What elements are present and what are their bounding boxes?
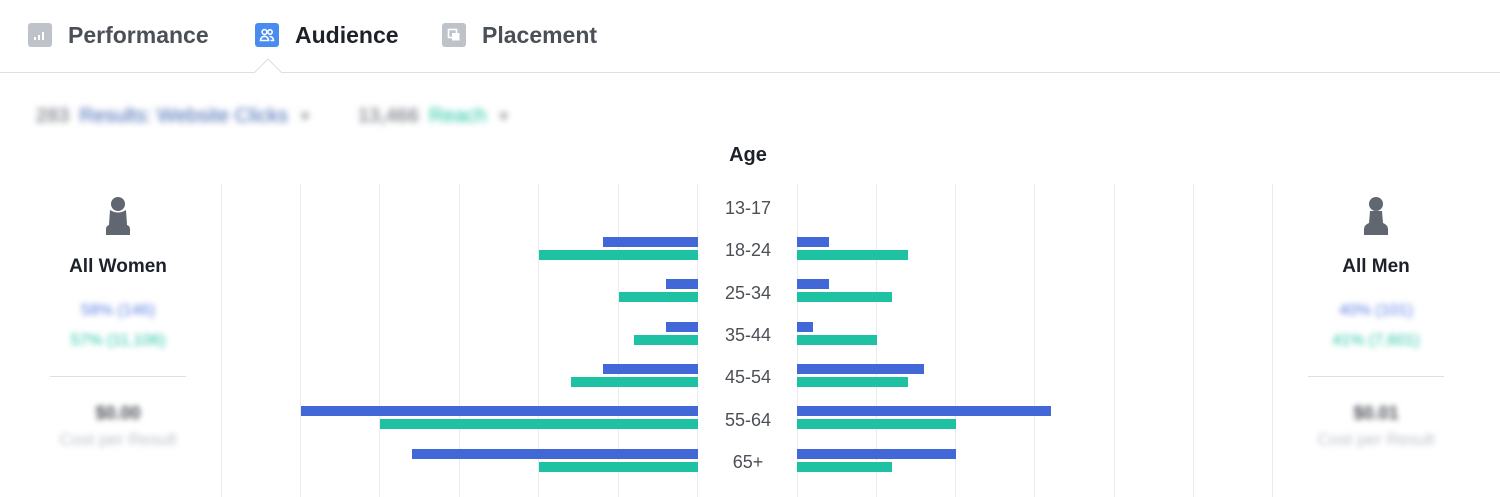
chevron-down-icon[interactable]: ▼: [496, 108, 511, 124]
age-label-18-24: 18-24: [724, 240, 772, 261]
men-reach-bar[interactable]: [797, 292, 893, 303]
men-title: All Men: [1342, 256, 1410, 277]
placement-icon: [442, 23, 466, 47]
tab-placement-label: Placement: [482, 21, 598, 48]
age-label-13-17: 13-17: [724, 198, 772, 218]
gridline: [538, 184, 539, 497]
men-reach-bar[interactable]: [797, 419, 956, 430]
men-results-bar[interactable]: [797, 321, 813, 332]
male-person-icon: [1364, 197, 1388, 235]
men-reach-bar[interactable]: [797, 334, 877, 345]
tab-audience-label: Audience: [295, 21, 399, 48]
men-reach: 41% (7,601): [1332, 332, 1420, 349]
age-label-25-34: 25-34: [724, 282, 772, 303]
gridline: [379, 184, 380, 497]
women-results-bar[interactable]: [602, 363, 698, 374]
tab-audience[interactable]: Audience: [255, 18, 399, 52]
gridline: [876, 184, 877, 497]
tab-performance[interactable]: Performance: [28, 18, 209, 52]
chart-title: Age: [729, 144, 767, 166]
men-results-bar[interactable]: [797, 363, 925, 374]
results-metric-dropdown[interactable]: Results: Website Clicks: [79, 104, 288, 127]
gridline: [955, 184, 956, 497]
active-tab-indicator: [254, 58, 282, 73]
women-reach-bar[interactable]: [634, 334, 698, 345]
men-results-bar[interactable]: [797, 448, 956, 459]
men-reach-bar[interactable]: [797, 250, 909, 260]
tab-placement[interactable]: Placement: [442, 18, 597, 52]
men-results-bar[interactable]: [797, 279, 829, 290]
women-results-bar[interactable]: [411, 448, 698, 459]
results-value: 283: [36, 104, 70, 127]
age-label-65plus: 65+: [732, 451, 764, 472]
men-cost: $0.01: [1353, 403, 1399, 423]
female-person-icon: [106, 197, 130, 235]
women-reach-bar[interactable]: [618, 292, 698, 303]
gridline: [1034, 184, 1035, 497]
age-label-45-54: 45-54: [724, 367, 772, 388]
women-results-bar[interactable]: [602, 237, 698, 247]
bar-chart-icon: [28, 23, 52, 47]
women-reach: 57% (11,106): [70, 332, 166, 349]
tab-bar: Performance Audience Placement: [0, 0, 1500, 73]
gridline: [221, 184, 222, 497]
gridline: [1114, 184, 1115, 497]
metric-selectors: 283 Results: Website Clicks ▼ 13,466 Rea…: [36, 101, 521, 131]
divider: [1308, 376, 1444, 377]
women-title: All Women: [69, 256, 167, 277]
men-summary: All Men 40% (101) 41% (7,601) $0.01 Cost…: [1286, 195, 1466, 450]
women-results-bar[interactable]: [666, 279, 698, 290]
women-reach-bar[interactable]: [570, 376, 698, 387]
men-reach-bar[interactable]: [797, 376, 909, 387]
women-reach-bar[interactable]: [539, 250, 698, 260]
women-cost: $0.00: [95, 403, 141, 423]
people-icon: [255, 23, 279, 47]
men-results-bar[interactable]: [797, 237, 829, 247]
women-reach-bar[interactable]: [539, 461, 698, 472]
gridline: [618, 184, 619, 497]
divider: [50, 376, 186, 377]
gridline: [459, 184, 460, 497]
gridline: [1272, 184, 1273, 497]
men-results-bar[interactable]: [797, 406, 1052, 417]
women-results: 58% (146): [81, 302, 155, 319]
men-reach-bar[interactable]: [797, 461, 893, 472]
men-results: 40% (101): [1339, 302, 1413, 319]
tab-performance-label: Performance: [68, 21, 209, 48]
men-cost-label: Cost per Result: [1317, 430, 1435, 449]
women-results-bar[interactable]: [666, 321, 698, 332]
women-reach-bar[interactable]: [380, 419, 698, 430]
chevron-down-icon[interactable]: ▼: [297, 108, 312, 124]
reach-value: 13,466: [357, 104, 419, 127]
age-label-55-64: 55-64: [724, 409, 772, 430]
reach-metric-dropdown[interactable]: Reach: [428, 104, 487, 127]
women-cost-label: Cost per Result: [59, 430, 177, 449]
women-results-bar[interactable]: [300, 406, 698, 417]
gridline: [1193, 184, 1194, 497]
women-summary: All Women 58% (146) 57% (11,106) $0.00 C…: [28, 195, 208, 450]
age-label-35-44: 35-44: [724, 324, 772, 345]
gridline: [300, 184, 301, 497]
